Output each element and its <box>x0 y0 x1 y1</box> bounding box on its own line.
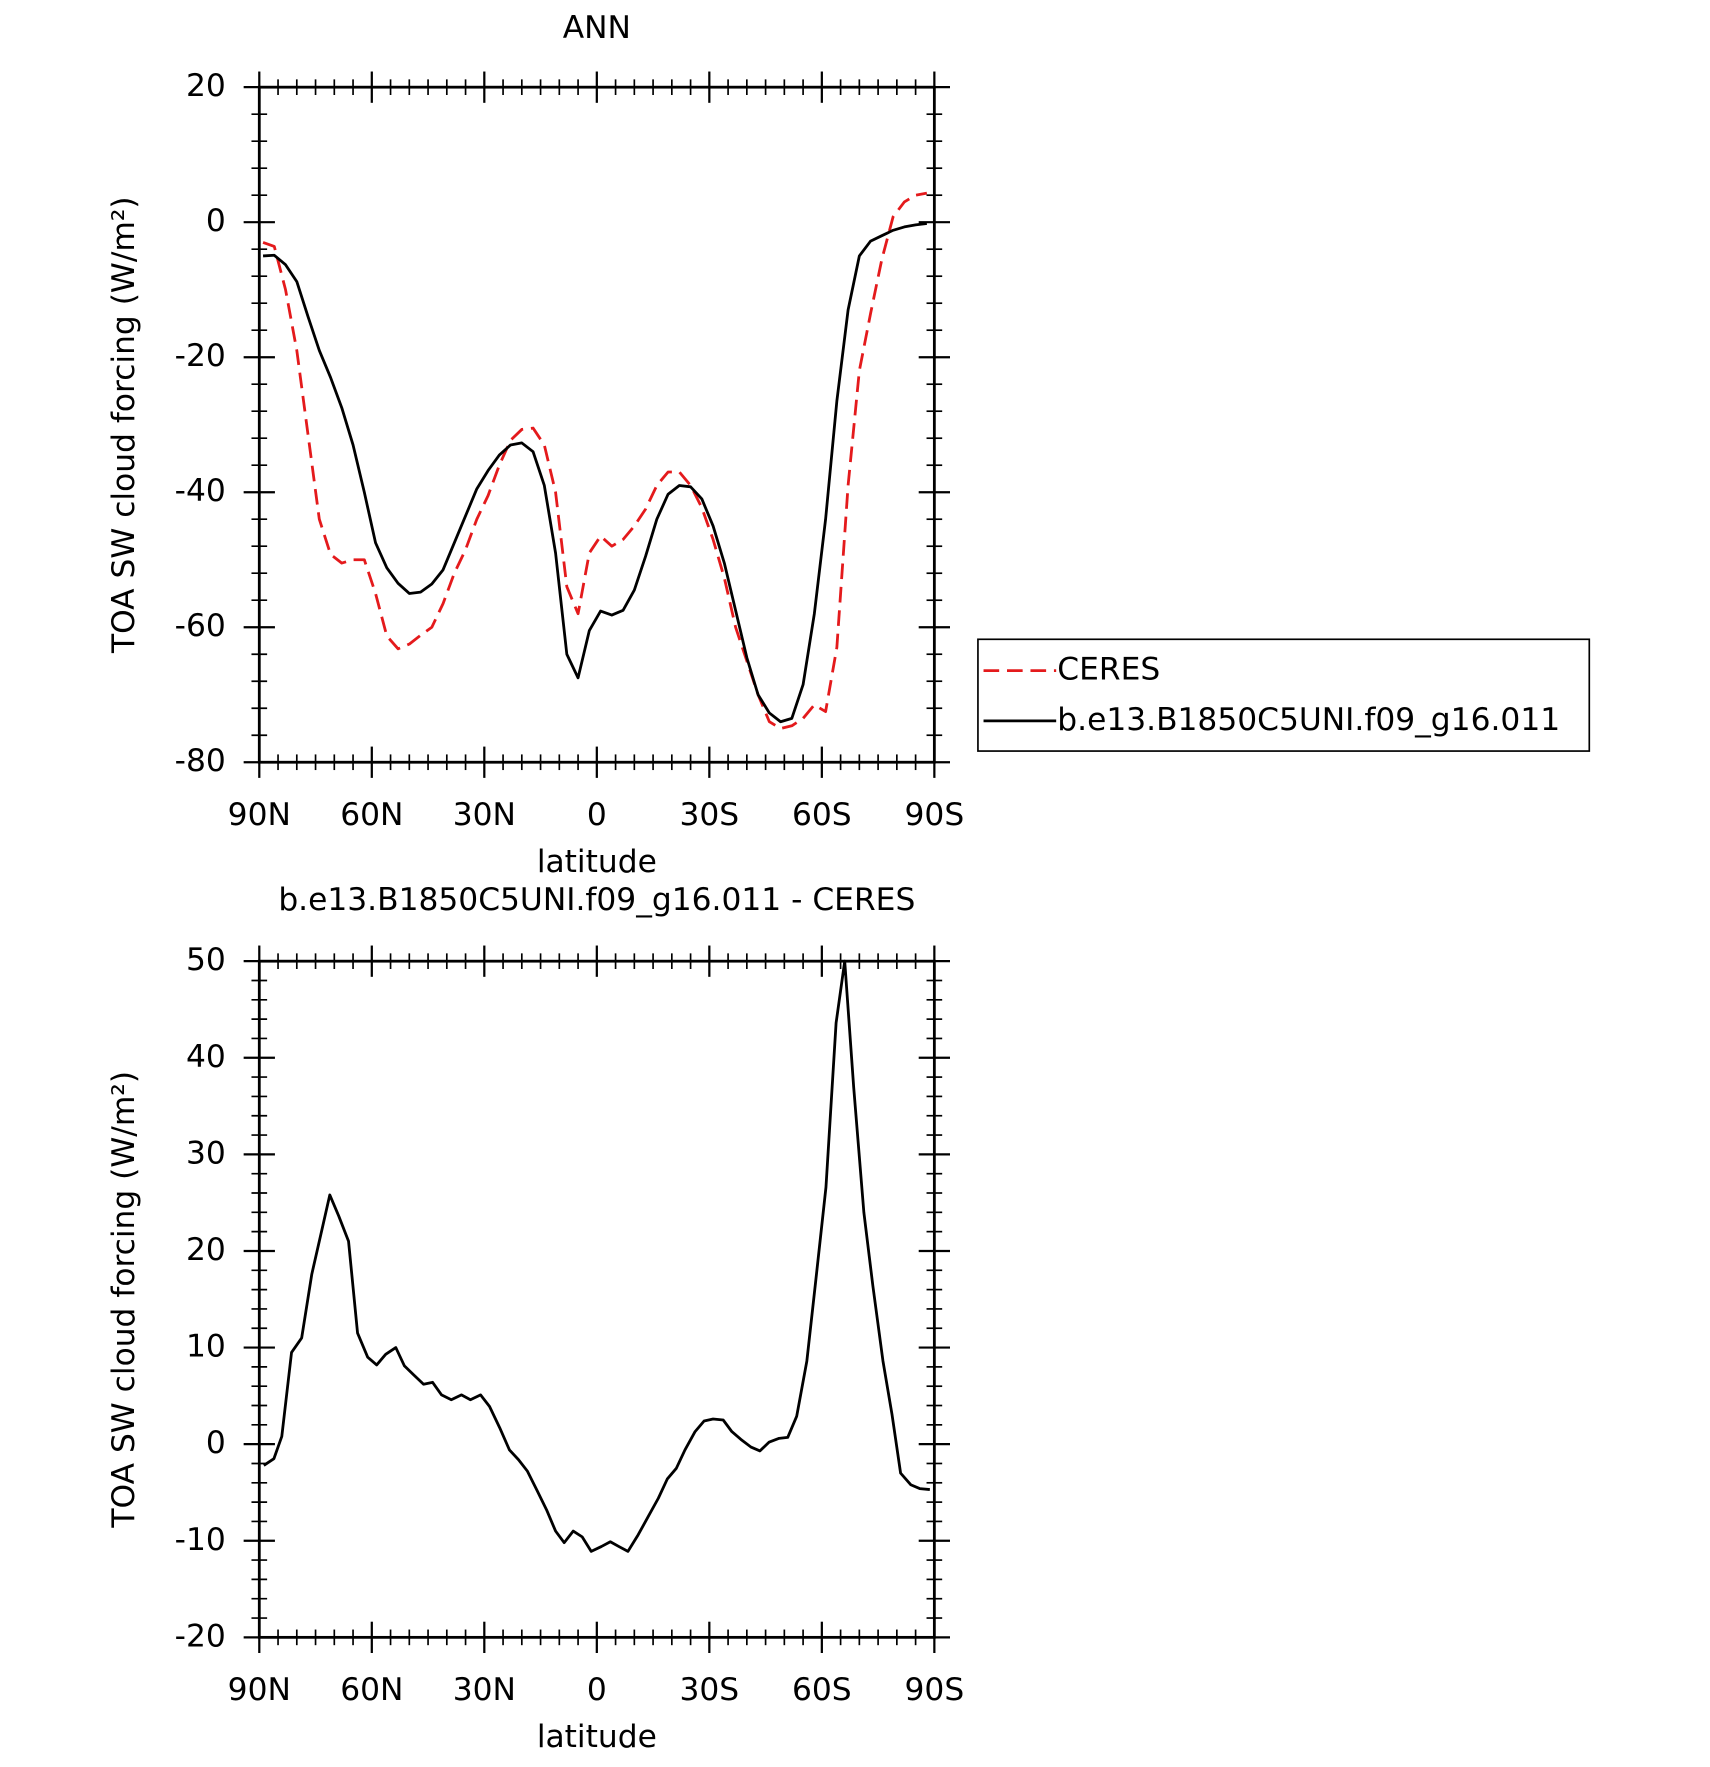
y-tick-label: -40 <box>175 473 226 509</box>
x-tick-label: 60N <box>340 797 403 833</box>
x-tick-label: 0 <box>587 797 607 833</box>
chart-title: ANN <box>563 10 631 46</box>
y-tick-label: 0 <box>206 203 226 239</box>
data-line <box>262 222 928 724</box>
panel: ANN latitude TOA SW cloud forcing (W/m²) -8… <box>106 10 1591 880</box>
y-tick-label: 40 <box>186 1039 226 1075</box>
legend-label: b.e13.B1850C5UNI.f09_g16.011 <box>1057 702 1560 738</box>
y-tick-label: 50 <box>186 942 226 978</box>
plot-frame <box>257 959 936 1639</box>
x-axis-label: latitude <box>537 844 657 880</box>
x-tick-label: 30N <box>453 797 516 833</box>
legend-label: CERES <box>1057 652 1160 688</box>
x-tick-label: 60N <box>340 1672 403 1708</box>
legend: CERES b.e13.B1850C5UNI.f09_g16.011 <box>977 638 1591 752</box>
data-line <box>263 959 930 1553</box>
x-tick-label: 90S <box>905 1672 965 1708</box>
chart-title: b.e13.B1850C5UNI.f09_g16.011 - CERES <box>278 882 915 918</box>
y-tick-label: -20 <box>175 1618 226 1654</box>
x-tick-label: 30S <box>679 1672 739 1708</box>
x-tick-label: 90S <box>905 797 965 833</box>
x-tick-label: 30N <box>453 1672 516 1708</box>
y-axis-label: TOA SW cloud forcing (W/m²) <box>106 1071 142 1529</box>
x-tick-label: 60S <box>792 1672 852 1708</box>
x-tick-label: 30S <box>679 797 739 833</box>
y-tick-label: 20 <box>186 68 226 104</box>
y-tick-label: -10 <box>175 1522 226 1558</box>
y-tick-label: 30 <box>186 1135 226 1171</box>
y-tick-label: 10 <box>186 1329 226 1365</box>
y-tick-label: 0 <box>206 1425 226 1461</box>
plot-frame <box>257 85 936 764</box>
y-tick-label: -80 <box>175 743 226 779</box>
x-tick-label: 0 <box>587 1672 607 1708</box>
x-tick-label: 60S <box>792 797 852 833</box>
y-tick-label: -60 <box>175 608 226 644</box>
legend-box <box>977 638 1591 752</box>
y-tick-label: 20 <box>186 1232 226 1268</box>
y-axis-label: TOA SW cloud forcing (W/m²) <box>106 196 142 654</box>
y-tick-label: -20 <box>175 338 226 374</box>
panel: b.e13.B1850C5UNI.f09_g16.011 - CERES lati… <box>106 882 964 1755</box>
x-axis-label: latitude <box>537 1719 657 1755</box>
data-line <box>262 191 928 730</box>
x-tick-label: 90N <box>228 797 291 833</box>
x-tick-label: 90N <box>228 1672 291 1708</box>
